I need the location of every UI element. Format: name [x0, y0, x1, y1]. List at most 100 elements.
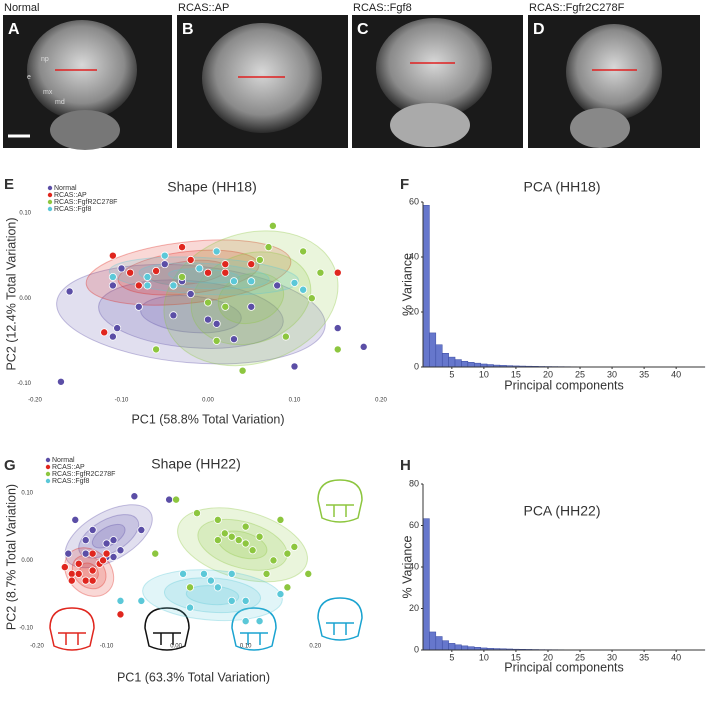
y-tick-label: 20	[409, 603, 419, 613]
point	[228, 597, 235, 604]
y-tick-label: 0	[414, 361, 419, 371]
x-tick-label: 40	[671, 652, 681, 662]
point	[144, 282, 151, 289]
legend-swatch	[46, 479, 50, 483]
shape-icon	[50, 608, 94, 650]
point	[235, 537, 242, 544]
bar	[461, 361, 467, 367]
x-tick-label: 10	[479, 652, 489, 662]
x-tick-label: -0.10	[100, 644, 114, 650]
specimen	[202, 23, 322, 133]
point	[277, 591, 284, 598]
point	[186, 604, 193, 611]
x-axis-title: Principal components	[504, 660, 624, 674]
legend-swatch	[46, 472, 50, 476]
panel-letter: C	[357, 21, 369, 38]
annotation: np	[41, 56, 49, 63]
y-tick-label: 80	[409, 478, 419, 488]
x-tick-label: 0.20	[309, 644, 321, 650]
point	[99, 557, 106, 564]
legend-label: Normal	[54, 185, 77, 192]
point	[68, 570, 75, 577]
y-tick-label: -0.10	[17, 381, 31, 387]
point	[187, 256, 194, 263]
point	[213, 320, 220, 327]
point	[222, 261, 229, 268]
point	[110, 553, 117, 560]
y-tick-label: 0.00	[19, 296, 31, 302]
specimen	[50, 110, 120, 150]
point	[89, 550, 96, 557]
legend-label: Normal	[52, 457, 75, 464]
y-axis-title: PC2 (8.7% Total Variation)	[4, 484, 18, 630]
point	[110, 537, 117, 544]
point	[117, 611, 124, 618]
shape-icon	[318, 598, 362, 640]
point	[207, 577, 214, 584]
point	[138, 597, 145, 604]
point	[291, 279, 298, 286]
point	[291, 363, 298, 370]
point	[117, 547, 124, 554]
panel-letter: E	[4, 176, 14, 193]
x-tick-label: 0.10	[289, 398, 301, 404]
point	[230, 278, 237, 285]
x-tick-label: 0.20	[375, 398, 387, 404]
chart-title: PCA (HH18)	[523, 179, 600, 195]
bar	[455, 360, 461, 367]
bar	[468, 362, 474, 367]
x-tick-label: 10	[479, 369, 489, 379]
x-tick-label: 0.00	[170, 644, 182, 650]
point	[360, 343, 367, 350]
legend-label: RCAS::AP	[54, 192, 87, 199]
point	[187, 290, 194, 297]
bar	[474, 363, 480, 367]
point	[153, 346, 160, 353]
point	[228, 533, 235, 540]
panel-letter: A	[8, 21, 20, 38]
bar	[442, 641, 448, 650]
x-axis-title: Principal components	[504, 378, 624, 392]
x-tick-label: 15	[511, 652, 521, 662]
legend-label: RCAS::FgfR2C278F	[52, 471, 115, 478]
point	[138, 526, 145, 533]
point	[166, 496, 173, 503]
x-tick-label: 20	[543, 369, 553, 379]
point	[186, 584, 193, 591]
point	[269, 222, 276, 229]
y-tick-label: 20	[409, 306, 419, 316]
point	[214, 584, 221, 591]
chart-title: Shape (HH18)	[167, 179, 257, 195]
bar	[436, 637, 442, 650]
point	[214, 516, 221, 523]
point	[242, 523, 249, 530]
point	[75, 570, 82, 577]
x-tick-label: 0.00	[202, 398, 214, 404]
specimen	[566, 24, 662, 120]
photo-title: Normal	[4, 2, 39, 14]
annotation: mx	[43, 89, 53, 96]
bar	[423, 205, 429, 367]
bar	[455, 645, 461, 650]
point	[82, 537, 89, 544]
point	[196, 265, 203, 272]
point	[265, 244, 272, 251]
point	[248, 278, 255, 285]
point	[248, 303, 255, 310]
panel-letter: G	[4, 457, 16, 474]
point	[256, 256, 263, 263]
point	[170, 312, 177, 319]
point	[89, 567, 96, 574]
point	[72, 516, 79, 523]
x-axis-title: PC1 (58.8% Total Variation)	[131, 412, 284, 426]
x-tick-label: 0.10	[240, 644, 252, 650]
point	[82, 550, 89, 557]
point	[179, 570, 186, 577]
photo-title: RCAS::Fgf8	[353, 2, 412, 14]
point	[242, 540, 249, 547]
point	[214, 537, 221, 544]
x-tick-label: 5	[449, 652, 454, 662]
point	[170, 282, 177, 289]
photo-title: RCAS::AP	[178, 2, 229, 14]
